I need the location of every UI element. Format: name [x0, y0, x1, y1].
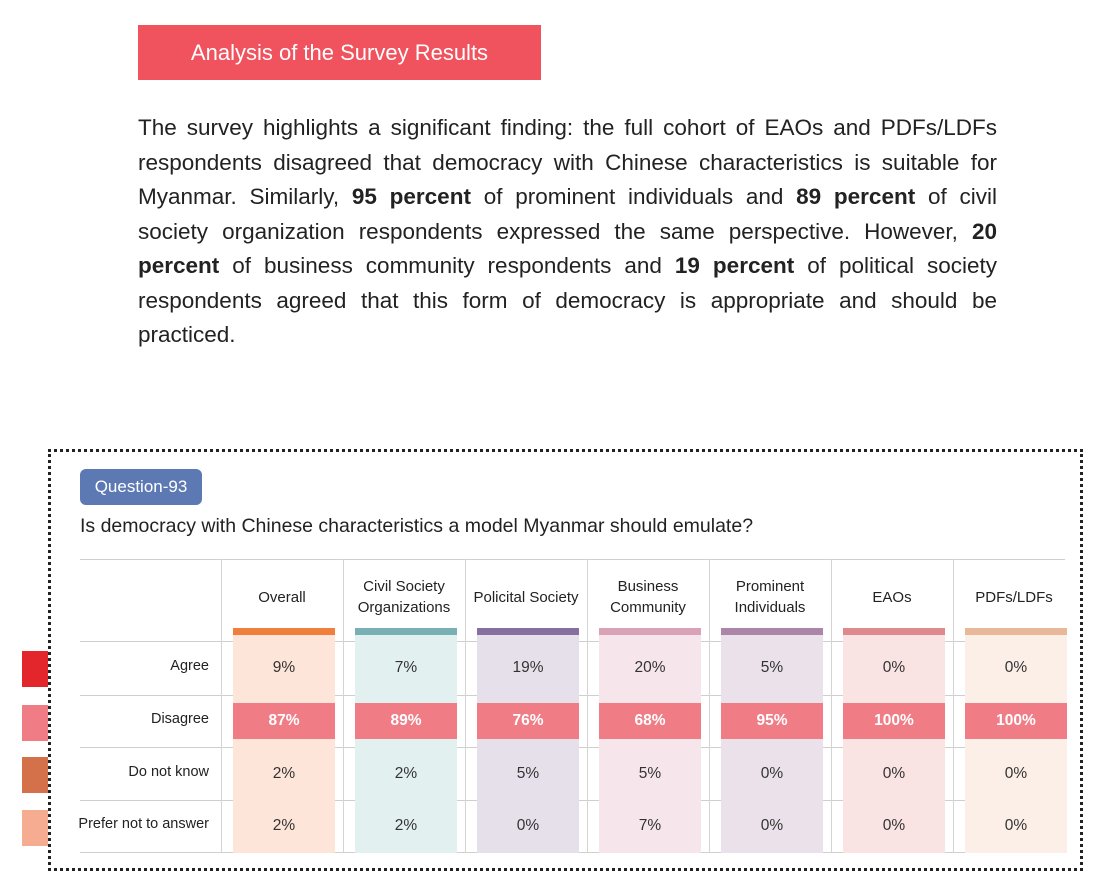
- question-panel-border: [48, 449, 1083, 871]
- column-divider: [831, 559, 832, 853]
- legend-swatch: [22, 757, 48, 793]
- table-cell: 0%: [882, 659, 906, 676]
- column-divider: [465, 559, 466, 853]
- table-cell: 0%: [1004, 764, 1028, 782]
- table-cell: 2%: [272, 764, 296, 782]
- legend-swatch: [22, 810, 48, 846]
- table-cell: 100%: [843, 703, 945, 739]
- column-color-bar: [233, 628, 335, 635]
- legend-swatch: [22, 705, 48, 741]
- table-cell: 5%: [760, 659, 784, 676]
- table-cell: 0%: [760, 764, 784, 782]
- question-text: Is democracy with Chinese characteristic…: [80, 515, 754, 537]
- column-shading: [477, 635, 579, 853]
- legend-swatch: [22, 651, 48, 687]
- highlight-figure: 89 percent: [796, 184, 916, 209]
- table-cell: 5%: [638, 764, 662, 782]
- table-cell: 0%: [1004, 659, 1028, 676]
- column-shading: [965, 635, 1067, 853]
- table-cell: 76%: [477, 703, 579, 739]
- row-label: Do not know: [128, 763, 209, 780]
- row-label: Disagree: [150, 711, 209, 727]
- table-cell: 7%: [394, 659, 418, 676]
- table-cell: 5%: [516, 764, 540, 782]
- column-shading: [843, 635, 945, 853]
- column-header: PDFs/LDFs: [975, 588, 1053, 606]
- column-color-bar: [355, 628, 457, 635]
- paragraph-text: of political society respondents agreed …: [138, 253, 997, 347]
- column-header: Prominent Individuals: [734, 578, 806, 616]
- paragraph-text: of civil society organization respondent…: [138, 184, 997, 244]
- table-cell: 2%: [394, 817, 418, 834]
- question-badge: Question-93: [80, 469, 202, 505]
- table-cell: 2%: [394, 764, 418, 782]
- paragraph-text: The survey highlights a significant find…: [138, 115, 997, 209]
- column-color-bar: [843, 628, 945, 635]
- table-cell: 68%: [599, 703, 701, 739]
- column-shading: [599, 635, 701, 853]
- table-cell: 0%: [1004, 817, 1028, 834]
- table-cell: 20%: [634, 659, 666, 676]
- column-header: Civil Society Organizations: [357, 578, 451, 616]
- analysis-paragraph: The survey highlights a significant find…: [138, 111, 997, 353]
- paragraph-text: of business community respondents and: [219, 253, 675, 278]
- column-header: Overall: [258, 588, 306, 606]
- column-divider: [343, 559, 344, 853]
- table-top-rule: [80, 559, 1065, 560]
- row-label: Agree: [170, 658, 209, 674]
- table-cell: 87%: [233, 703, 335, 739]
- column-header: Business Community: [610, 578, 686, 616]
- column-divider: [953, 559, 954, 853]
- column-divider: [709, 559, 710, 853]
- column-color-bar: [721, 628, 823, 635]
- table-cell: 7%: [638, 817, 662, 834]
- table-cell: 0%: [882, 764, 906, 782]
- column-divider: [221, 559, 222, 853]
- column-header: Policital Society: [473, 588, 579, 606]
- table-cell: 2%: [272, 817, 296, 834]
- column-color-bar: [477, 628, 579, 635]
- table-cell: 0%: [760, 817, 784, 834]
- row-label: Prefer not to answer: [78, 816, 209, 832]
- column-color-bar: [599, 628, 701, 635]
- table-cell: 0%: [882, 817, 906, 834]
- column-shading: [233, 635, 335, 853]
- column-shading: [355, 635, 457, 853]
- highlight-figure: 19 percent: [674, 253, 795, 278]
- table-cell: 9%: [272, 659, 296, 676]
- results-table: Overall Civil Society Organizations Polici…: [78, 559, 1067, 853]
- highlight-figure: 20 percent: [138, 218, 997, 279]
- table-cell: 95%: [721, 703, 823, 739]
- table-cell: 89%: [355, 703, 457, 739]
- column-divider: [587, 559, 588, 853]
- column-color-bar: [965, 628, 1067, 635]
- table-cell: 100%: [965, 703, 1067, 739]
- column-shading: [721, 635, 823, 853]
- highlight-figure: 95 percent: [351, 184, 471, 209]
- table-cell: 19%: [512, 659, 544, 676]
- section-title-banner: Analysis of the Survey Results: [138, 25, 541, 80]
- table-cell: 0%: [516, 817, 540, 834]
- column-header: EAOs: [872, 588, 912, 606]
- paragraph-text: of prominent individuals and: [470, 184, 797, 209]
